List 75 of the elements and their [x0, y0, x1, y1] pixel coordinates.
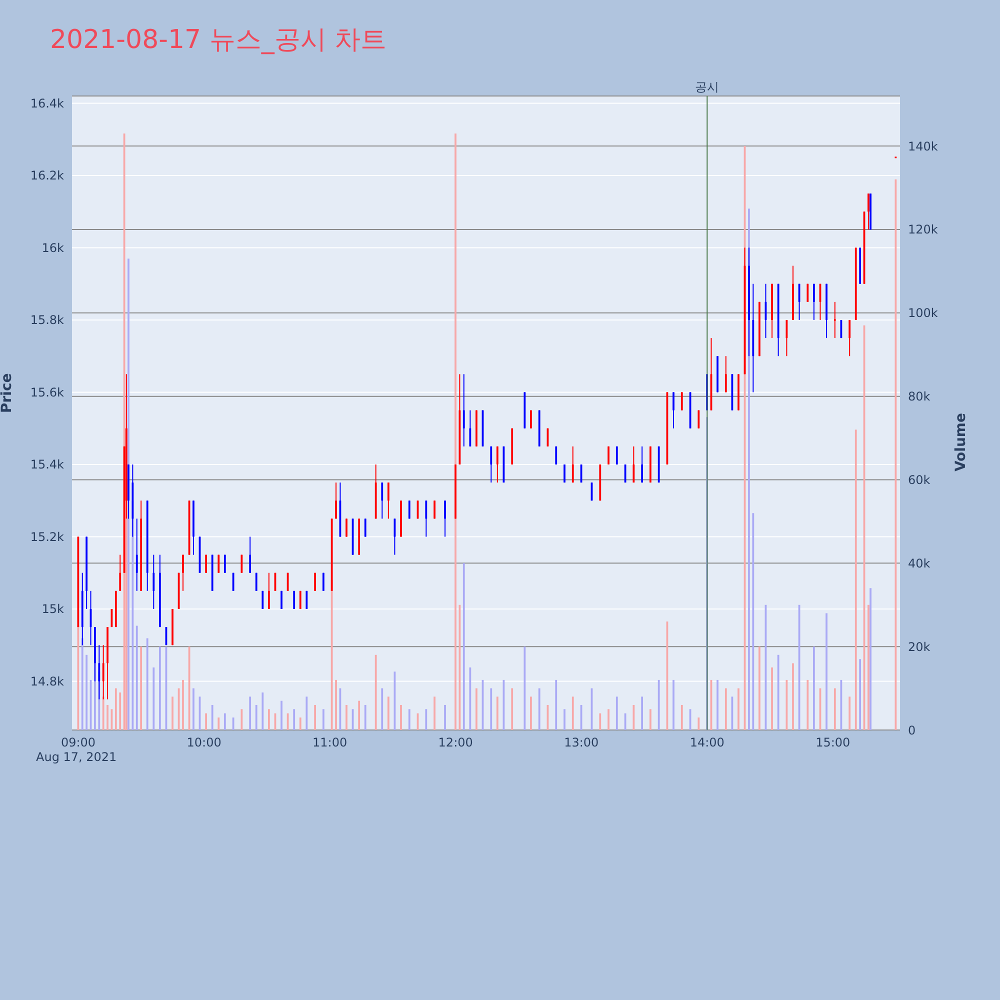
candlestick	[834, 301, 836, 339]
y-tick-label: 15.2k	[30, 530, 64, 544]
candlestick	[387, 482, 390, 520]
candlestick	[306, 590, 308, 610]
candlestick	[632, 446, 635, 484]
text: Aug 17, 2021	[36, 750, 117, 764]
candlestick	[608, 446, 610, 465]
candlestick	[425, 500, 428, 538]
candlestick	[490, 446, 492, 484]
x-tick-label: 15:00	[816, 736, 850, 750]
candlestick	[268, 572, 270, 610]
candlestick	[462, 374, 465, 447]
candlestick	[249, 536, 252, 574]
y2-tick-label: 120k	[908, 222, 938, 237]
candlestick	[205, 554, 207, 574]
ref-line-label: 공시	[695, 80, 720, 94]
candlestick	[848, 319, 851, 357]
candlestick	[641, 446, 644, 484]
x-tick-label: 09:00	[60, 736, 96, 750]
y2-tick-label: 0	[908, 723, 916, 738]
candlestick	[813, 283, 815, 320]
candlestick	[381, 482, 384, 520]
candlestick	[672, 392, 674, 429]
x-tick-label: 13:00	[564, 736, 599, 750]
candlestick	[572, 446, 574, 484]
candlestick	[616, 446, 618, 465]
x-tick-label: 14:00	[690, 736, 724, 750]
x-tick-label: 11:00	[312, 736, 348, 750]
y2-tick-label: 20k	[908, 640, 930, 654]
candlestick	[293, 590, 296, 610]
candlestick	[469, 410, 472, 447]
candlestick	[280, 590, 282, 610]
candlestick	[152, 554, 155, 610]
candlestick	[868, 193, 870, 230]
candlestick	[496, 446, 498, 484]
candlestick	[182, 554, 184, 592]
x-tick-label: 12:00	[438, 736, 473, 750]
candlestick	[136, 518, 138, 592]
candlestick	[314, 572, 316, 592]
candlestick	[724, 356, 727, 393]
candlestick	[444, 500, 446, 538]
candlestick	[806, 283, 809, 302]
candlestick	[299, 590, 302, 610]
candlestick	[408, 500, 410, 520]
y2-axis-title: Volume	[952, 413, 969, 472]
candlestick	[224, 554, 226, 574]
candlestick	[218, 554, 220, 574]
y-tick-label: 16.4k	[30, 96, 64, 110]
y-tick-label: 15.8k	[30, 313, 64, 328]
y-tick-label: 15k	[42, 602, 64, 616]
y2-tick-label: 140k	[908, 139, 938, 154]
y2-tick-label: 60k	[908, 472, 930, 487]
candlestick	[335, 482, 337, 520]
candlestick	[555, 446, 558, 465]
candlestick	[119, 554, 122, 592]
candlestick	[698, 410, 700, 429]
candlestick	[240, 554, 243, 574]
candlestick	[262, 590, 264, 610]
y-tick-label: 15.4k	[30, 458, 64, 472]
y-tick-label: 16k	[42, 240, 64, 255]
y-axis-title: Price	[0, 373, 15, 413]
candlestick	[530, 410, 532, 429]
y2-tick-label: 40k	[908, 556, 930, 570]
candlestick	[364, 518, 366, 538]
y-tick-label: 15.6k	[30, 385, 64, 400]
y-tick-label: 14.8k	[30, 674, 64, 688]
candlestick	[322, 572, 324, 592]
candlestick	[434, 500, 436, 520]
y-tick-label: 16.2k	[30, 168, 64, 183]
candlestick	[680, 392, 683, 411]
y2-tick-label: 100k	[908, 306, 938, 320]
candlestick	[255, 572, 258, 592]
y2-tick-label: 80k	[908, 390, 930, 404]
chart-title: 2021-08-17 뉴스_공시 차트	[50, 24, 387, 57]
x-tick-label: 10:00	[186, 736, 222, 750]
